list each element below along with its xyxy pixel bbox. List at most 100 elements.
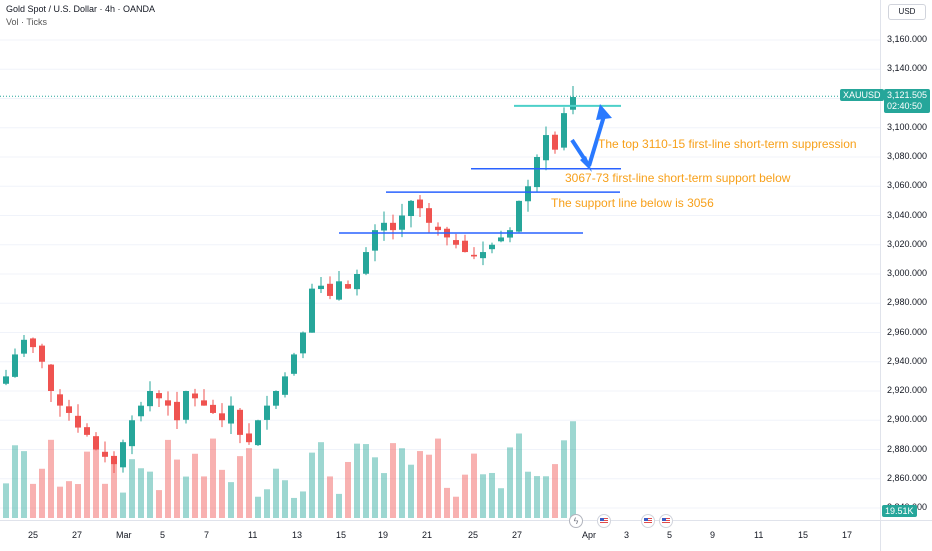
time-tick: 27 [512, 530, 523, 540]
volume-bar [399, 448, 405, 518]
candle-body [246, 433, 252, 443]
candle-body [327, 283, 333, 296]
price-tick: 3,040.000 [887, 209, 928, 220]
volume-legend[interactable]: Vol · Ticks [6, 17, 48, 27]
candle-body [75, 415, 81, 428]
time-tick: 3 [624, 530, 630, 540]
candle-body [210, 404, 216, 413]
time-tick: 21 [422, 530, 433, 540]
price-tick: 3,060.000 [887, 180, 928, 191]
volume-bar [282, 480, 288, 518]
time-axis[interactable]: 25 27 Mar 5 7 11 13 15 19 21 25 27 Apr 3 5 9 11 15 17 [0, 520, 880, 551]
price-tick: 2,940.000 [887, 355, 928, 366]
candle-body [201, 400, 207, 406]
volume-bar [3, 483, 9, 518]
candle-body [39, 345, 45, 362]
us-flag-icon[interactable] [641, 514, 655, 528]
volume-bar [174, 459, 180, 518]
time-tick: 15 [336, 530, 347, 540]
candle-body [12, 354, 18, 377]
price-tick: 2,860.000 [887, 472, 928, 483]
volume-value-tag: 19.51K [882, 505, 917, 517]
price-axis[interactable]: 3,160.0003,140.0003,120.0003,100.0003,08… [880, 0, 932, 520]
time-tick: 15 [798, 530, 809, 540]
candle-body [300, 332, 306, 354]
time-tick: 7 [204, 530, 210, 540]
candle-body [264, 405, 270, 420]
candle-body [462, 240, 468, 253]
candle-body [318, 285, 324, 290]
volume-bar [507, 447, 513, 518]
time-tick: 9 [710, 530, 716, 540]
candle-body [489, 244, 495, 250]
candle-body [426, 208, 432, 223]
candle-body [336, 281, 342, 300]
volume-bar [318, 442, 324, 518]
volume-bar [48, 439, 54, 518]
candle-body [111, 455, 117, 465]
arrow-head-down [580, 156, 592, 172]
volume-bar [426, 454, 432, 518]
us-flag-icon[interactable] [659, 514, 673, 528]
volume-bar [66, 481, 72, 518]
volume-bar [147, 471, 153, 518]
time-tick: Mar [116, 530, 132, 540]
candle-body [273, 391, 279, 406]
volume-bar [21, 451, 27, 518]
arrow-head-up [596, 104, 612, 120]
chart-area[interactable] [0, 0, 880, 520]
volume-bar [525, 471, 531, 518]
symbol-legend[interactable]: Gold Spot / U.S. Dollar · 4h · OANDA [6, 4, 156, 14]
volume-bar [498, 488, 504, 518]
time-tick: 13 [292, 530, 303, 540]
volume-bar [120, 492, 126, 518]
volume-bar [255, 496, 261, 518]
price-tick: 3,100.000 [887, 121, 928, 132]
candle-body [282, 376, 288, 395]
candle-body [435, 226, 441, 231]
candle-body [237, 409, 243, 435]
annotation-top-suppression: The top 3110-15 first-line short-term su… [598, 137, 857, 151]
volume-bar [12, 445, 18, 518]
volume-bar [264, 489, 270, 518]
candle-body [453, 240, 459, 245]
price-tick: 3,020.000 [887, 238, 928, 249]
candle-body [390, 222, 396, 231]
volume-bar [570, 421, 576, 518]
candle-body [363, 252, 369, 274]
candle-body [57, 394, 63, 406]
candle-body [552, 134, 558, 150]
volume-bar [453, 496, 459, 518]
candle-body [372, 230, 378, 251]
volume-bar [192, 453, 198, 518]
volume-bar [138, 468, 144, 518]
candle-body [309, 288, 315, 333]
volume-bar [489, 472, 495, 518]
axis-corner [880, 520, 932, 551]
candle-body [21, 339, 27, 354]
time-tick: 11 [754, 530, 764, 540]
candle-body [408, 200, 414, 217]
volume-bar [345, 461, 351, 518]
candle-body [102, 451, 108, 457]
annotation-support-3056: The support line below is 3056 [551, 196, 714, 210]
candle-body [138, 405, 144, 417]
us-flag-icon[interactable] [597, 514, 611, 528]
volume-bar [93, 442, 99, 518]
time-tick: 25 [468, 530, 479, 540]
candle-body [183, 391, 189, 420]
time-tick: 11 [248, 530, 258, 540]
candle-body [30, 338, 36, 348]
volume-bar [39, 468, 45, 518]
volume-bar [273, 468, 279, 518]
volume-bar [291, 497, 297, 518]
price-tick: 3,080.000 [887, 151, 928, 161]
candle-body [120, 442, 126, 468]
volume-bar [84, 451, 90, 518]
lightning-icon[interactable]: ϟ [569, 514, 583, 528]
volume-bar [381, 473, 387, 518]
currency-button[interactable]: USD [888, 4, 926, 20]
price-chart[interactable] [0, 0, 880, 520]
candle-body [66, 406, 72, 413]
volume-bar [534, 476, 540, 518]
